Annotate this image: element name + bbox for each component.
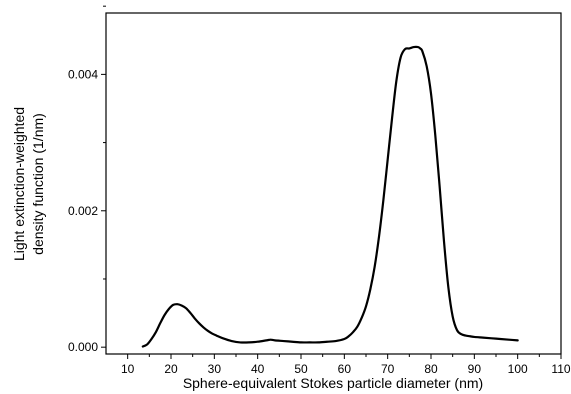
- x-tick-label: 70: [381, 362, 395, 376]
- x-tick-label: 10: [121, 362, 135, 376]
- y-axis-title-line-2: density function (1/nm): [30, 113, 46, 255]
- x-axis-title: Sphere-equivalent Stokes particle diamet…: [183, 375, 483, 391]
- x-tick-label: 100: [508, 362, 528, 376]
- y-tick-label: 0.002: [68, 204, 98, 218]
- x-tick-label: 40: [251, 362, 265, 376]
- x-tick-label: 50: [294, 362, 308, 376]
- y-tick-label: 0.000: [68, 340, 98, 354]
- x-tick-label: 30: [208, 362, 222, 376]
- y-axis-title-line-1: Light extinction-weighted: [11, 107, 27, 261]
- y-axis: 0.000 0.002 0.004: [68, 5, 106, 354]
- x-tick-label: 110: [551, 362, 570, 376]
- x-tick-label: 20: [164, 362, 178, 376]
- y-tick-label: 0.004: [68, 67, 98, 81]
- series-line: [141, 45, 519, 348]
- x-axis: 10 20 30 40 50 60 70 80 90 100 110: [121, 354, 571, 376]
- plot-frame: [105, 12, 562, 355]
- x-tick-label: 90: [468, 362, 482, 376]
- x-tick-label: 80: [424, 362, 438, 376]
- x-tick-label: 60: [338, 362, 352, 376]
